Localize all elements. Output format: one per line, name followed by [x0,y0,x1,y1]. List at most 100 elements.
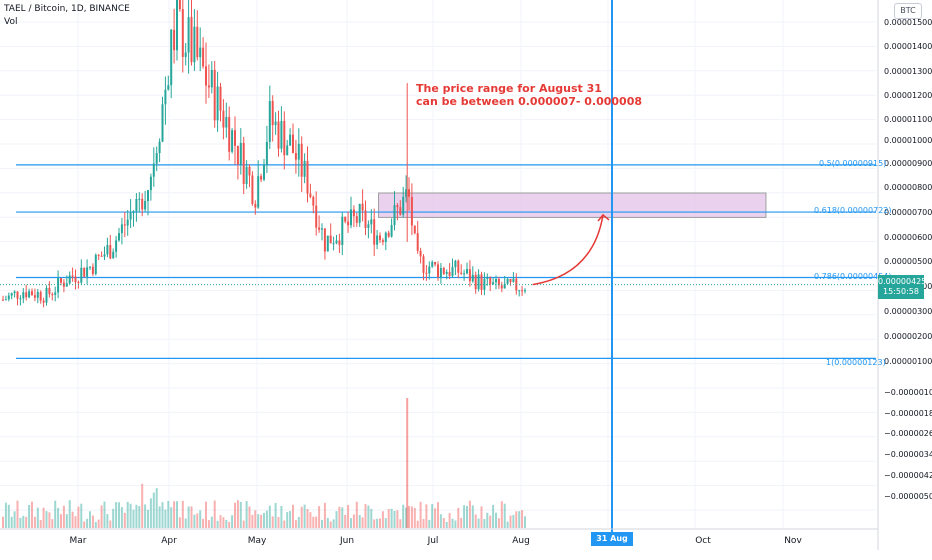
volume-bar [315,516,318,528]
candle-body [495,278,497,283]
candle-body [405,189,408,197]
volume-bar [54,500,57,528]
volume-bar [338,506,341,528]
volume-bar [274,502,277,528]
volume-bar [347,505,350,528]
volume-bar [129,503,132,528]
volume-bar [471,505,474,528]
volume-bar [489,515,492,528]
volume-bar [268,505,271,528]
fib-label-2: 0.786(0.00000454) [814,272,892,281]
candle-body [263,164,265,180]
volume-bar [518,511,521,528]
candle-body [367,224,370,228]
candle-body [115,240,118,252]
volume-bar [254,510,257,528]
candle-body [265,141,268,165]
volume-bar [329,521,332,528]
annotation-line-1: The price range for August 31 [416,82,602,95]
volume-bar [321,519,323,528]
volume-bar [466,505,468,528]
volume-bar [477,518,480,528]
volume-bar [184,518,187,528]
candle-body [225,116,228,128]
volume-bar [318,506,321,528]
countdown-timer: 15:50:58 [883,287,919,296]
volume-bar [126,501,129,528]
candle-body [277,121,280,149]
volume-bar [65,514,68,528]
candle-body [286,145,289,156]
volume-bar [335,511,338,528]
candle-body [144,200,147,210]
candle-body [361,203,364,211]
volume-bar [28,504,31,528]
volume-bar [13,511,16,528]
volume-bar [239,501,242,528]
candle-body [379,235,381,241]
volume-bar [367,505,370,528]
volume-bar [149,498,152,528]
volume-bar [306,509,309,528]
candle-body [463,273,466,275]
time-tick-label: Jul [427,536,439,546]
candle-body [294,153,297,160]
candle-body [303,160,306,177]
volume-bar [7,504,10,528]
volume-bar [132,509,135,528]
candle-body [396,205,399,208]
candle-body [86,267,89,277]
volume-bar [57,507,60,528]
price-tick-label: 0.00000900 [884,159,932,168]
candle-body [329,235,332,244]
volume-bar [228,521,231,528]
volume-bar [277,517,280,528]
candle-body [271,101,274,126]
candle-body [149,176,152,191]
candle-body [425,272,428,274]
currency-button[interactable]: BTC [894,3,922,19]
candle-body [251,175,254,205]
volume-bar [190,506,193,528]
volume-bar [413,507,416,528]
volume-bar [48,512,51,528]
volume-bar [199,510,202,528]
candle-body [193,26,196,63]
candle-body [402,196,405,215]
candle-body [31,291,33,296]
volume-bar [402,504,405,528]
volume-bar [271,516,274,528]
volume-bar [155,488,158,528]
volume-bar [521,510,524,528]
volume-bar [42,507,45,528]
volume-bar [289,511,292,528]
candle-body [364,210,367,228]
volume-bar [19,517,22,528]
time-tick-label: Oct [695,536,711,546]
price-tick-label: −0.00000420 [884,471,932,480]
volume-label: Vol [4,17,18,27]
volume-bar [207,520,210,528]
candle-body [57,278,60,293]
fib-label-0: 0.5(0.00000915) [819,159,887,168]
candle-body [80,267,83,283]
volume-bar [303,504,306,528]
volume-bar [500,501,503,528]
candle-body [39,292,42,301]
volume-bar [94,521,97,528]
candle-body [167,85,170,90]
symbol-title[interactable]: TAEL / Bitcoin, 1D, BINANCE [4,4,130,14]
candle-body [248,166,251,176]
candle-body [509,278,512,282]
volume-bar [439,514,442,528]
volume-bar [405,507,408,528]
volume-bar [213,500,216,528]
volume-bar [332,519,335,528]
candle-body [219,86,222,111]
candle-body [283,121,286,156]
candle-body [10,293,13,296]
candle-body [512,278,515,282]
volume-bar [457,507,460,528]
candle-body [257,176,260,208]
